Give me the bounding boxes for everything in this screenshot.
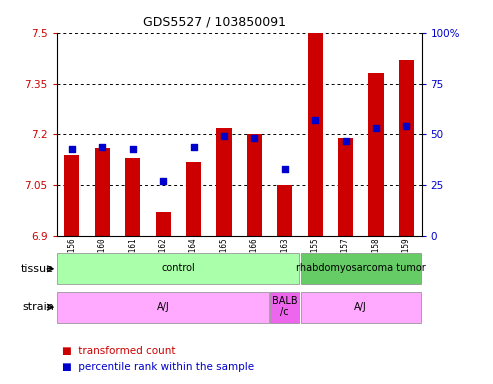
Bar — [246, 134, 262, 236]
Point — [402, 123, 410, 129]
Point — [311, 117, 319, 123]
Point — [189, 144, 197, 150]
Text: A/J: A/J — [354, 301, 367, 311]
Text: GDS5527 / 103850091: GDS5527 / 103850091 — [143, 16, 286, 29]
Bar — [57, 253, 299, 284]
Point — [159, 178, 167, 184]
Bar — [125, 158, 141, 236]
Point — [281, 166, 288, 172]
Point — [342, 137, 350, 144]
Point — [129, 146, 137, 152]
Bar — [399, 60, 414, 236]
Point — [250, 136, 258, 142]
Bar — [186, 162, 201, 236]
Bar — [57, 292, 269, 323]
Bar — [64, 155, 79, 236]
Bar — [216, 127, 232, 236]
Text: BALB
/c: BALB /c — [272, 296, 297, 317]
Bar — [301, 253, 421, 284]
Text: ■  percentile rank within the sample: ■ percentile rank within the sample — [62, 362, 254, 372]
Text: A/J: A/J — [157, 301, 170, 311]
Bar — [277, 185, 292, 236]
Point — [68, 146, 76, 152]
Bar — [155, 212, 171, 236]
Bar — [338, 138, 353, 236]
Text: tissue: tissue — [21, 264, 54, 274]
Text: control: control — [161, 263, 195, 273]
Text: ■  transformed count: ■ transformed count — [62, 346, 175, 356]
Text: rhabdomyosarcoma tumor: rhabdomyosarcoma tumor — [296, 263, 425, 273]
Point — [372, 125, 380, 131]
Bar — [368, 73, 384, 236]
Bar — [308, 33, 323, 236]
Point — [220, 133, 228, 139]
Bar — [270, 292, 299, 323]
Point — [98, 144, 106, 150]
Bar — [301, 292, 421, 323]
Text: strain: strain — [22, 302, 54, 312]
Bar — [95, 148, 110, 236]
